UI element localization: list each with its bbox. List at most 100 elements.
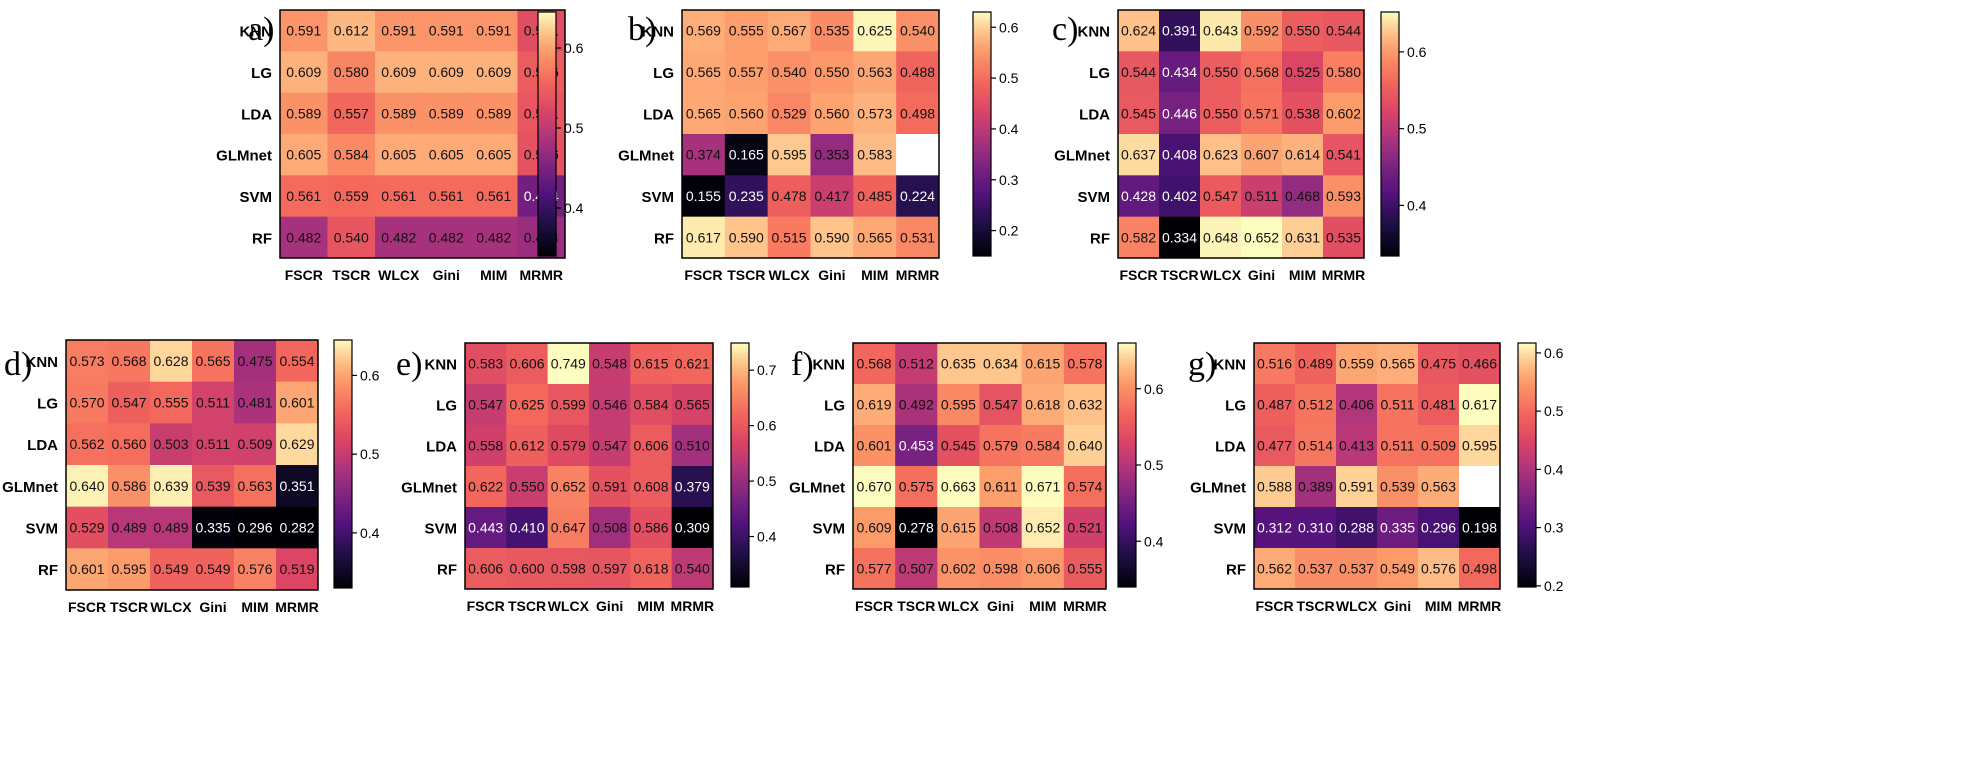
column-label: Gini: [1248, 267, 1275, 283]
cell-value-label: 0.590: [814, 229, 849, 245]
cell-value-label: 0.478: [772, 188, 807, 204]
cell-value-label: 0.489: [153, 520, 188, 536]
colorbar-tick-label: 0.4: [360, 525, 380, 541]
heatmap-cell: [671, 384, 714, 426]
heatmap-cell: [150, 548, 193, 591]
heatmap-cell: [1021, 466, 1065, 508]
heatmap-cell: [547, 384, 590, 426]
cell-value-label: 0.529: [772, 105, 807, 121]
heatmap-cell: [1323, 51, 1365, 93]
row-label: LDA: [27, 437, 58, 454]
cell-value-label: 0.165: [729, 147, 764, 163]
column-label: MIM: [480, 267, 507, 283]
cell-value-label: 0.559: [334, 188, 369, 204]
heatmap-cell: [108, 465, 151, 507]
row-label: LDA: [643, 106, 674, 123]
colorbar: [537, 11, 557, 257]
cell-value-label: 0.351: [279, 478, 314, 494]
cell-value-label: 0.609: [429, 64, 464, 80]
cell-value-label: 0.312: [1257, 520, 1292, 536]
heatmap-cell: [1377, 425, 1419, 467]
cell-value-label: 0.548: [592, 356, 627, 372]
heatmap-cell: [1118, 92, 1160, 135]
heatmap-cell: [1254, 425, 1296, 467]
heatmap-cell: [853, 507, 896, 549]
cell-value-label: 0.614: [1285, 147, 1320, 163]
cell-value-label: 0.475: [1421, 356, 1456, 372]
column-label: MRMR: [1458, 598, 1502, 614]
heatmap-cell: [630, 343, 672, 385]
row-label: GLMnet: [216, 148, 272, 165]
heatmap-cell: [1159, 92, 1201, 135]
column-label: TSCR: [110, 599, 148, 615]
colorbar-tick-label: 0.2: [1544, 578, 1564, 594]
cell-value-label: 0.652: [551, 479, 586, 495]
heatmap-cell: [1336, 384, 1378, 426]
heatmap-cell: [630, 548, 672, 590]
cell-value-label: 0.589: [381, 105, 416, 121]
heatmap-cell: [422, 10, 471, 52]
cell-value-label: 0.544: [1326, 23, 1361, 39]
heatmap-cell: [327, 92, 376, 135]
heatmap-cell: [234, 548, 277, 591]
heatmap-cell: [1200, 175, 1242, 217]
heatmap-cell: [671, 507, 714, 549]
cell-value-label: 0.565: [686, 105, 721, 121]
cell-value-label: 0.582: [1121, 229, 1156, 245]
heatmap-cell: [375, 175, 423, 217]
cell-value-label: 0.406: [1339, 397, 1374, 413]
cell-value-label: 0.443: [468, 520, 503, 536]
cell-value-label: 0.558: [468, 438, 503, 454]
cell-value-label: 0.601: [69, 561, 104, 577]
panel-label: b): [628, 11, 656, 48]
heatmap-cell: [895, 384, 938, 426]
heatmap-cell: [422, 134, 471, 176]
heatmap-cell: [896, 134, 940, 176]
heatmap-cell: [150, 340, 193, 382]
heatmap-cell: [327, 134, 376, 176]
heatmap-cell: [108, 506, 151, 549]
heatmap-border: [279, 9, 566, 259]
cell-value-label: 0.379: [675, 479, 710, 495]
cell-value-label: 0.487: [1257, 397, 1292, 413]
heatmap-panel-7: g) 0.516 0.489 0.559 0.565 0.475 0.466 0.487 0.5…: [1188, 342, 1564, 614]
heatmap-cell: [589, 425, 631, 467]
heatmap-cell: [810, 92, 854, 135]
column-label: MRMR: [275, 599, 319, 615]
heatmap-cell: [1118, 10, 1160, 52]
cell-value-label: 0.550: [1203, 105, 1238, 121]
cell-value-label: 0.417: [814, 188, 849, 204]
heatmap-cell: [896, 175, 940, 217]
heatmap-cell: [767, 10, 811, 52]
cell-value-label: 0.544: [1121, 64, 1156, 80]
cell-value-label: 0.648: [1203, 229, 1238, 245]
column-label: MIM: [1029, 598, 1056, 614]
row-label: GLMnet: [789, 480, 845, 497]
cell-value-label: 0.224: [900, 188, 935, 204]
cell-value-label: 0.577: [857, 561, 892, 577]
colorbar-tick-label: 0.6: [360, 367, 380, 383]
heatmap-cell: [422, 51, 471, 93]
cell-value-label: 0.608: [633, 479, 668, 495]
heatmap-cell: [896, 10, 940, 52]
heatmap-cell: [767, 216, 811, 259]
heatmap-cell: [1282, 92, 1324, 135]
cell-value-label: 0.612: [509, 438, 544, 454]
heatmap-cell: [1254, 384, 1296, 426]
heatmap-cell: [280, 134, 328, 176]
heatmap-border: [1253, 342, 1501, 590]
cell-value-label: 0.615: [633, 356, 668, 372]
cell-value-label: 0.561: [429, 188, 464, 204]
cell-value-label: 0.595: [941, 397, 976, 413]
colorbar-tick-label: 0.4: [1144, 533, 1164, 549]
row-label: KNN: [813, 357, 846, 374]
heatmap-cell: [1063, 425, 1107, 467]
heatmap-cell: [1159, 216, 1201, 259]
cell-value-label: 0.547: [983, 397, 1018, 413]
cell-value-label: 0.592: [1244, 23, 1279, 39]
heatmap-cell: [276, 506, 319, 549]
row-label: SVM: [1077, 189, 1110, 206]
cell-value-label: 0.535: [1326, 229, 1361, 245]
heatmap-cell: [896, 216, 940, 259]
cell-value-label: 0.554: [279, 353, 314, 369]
